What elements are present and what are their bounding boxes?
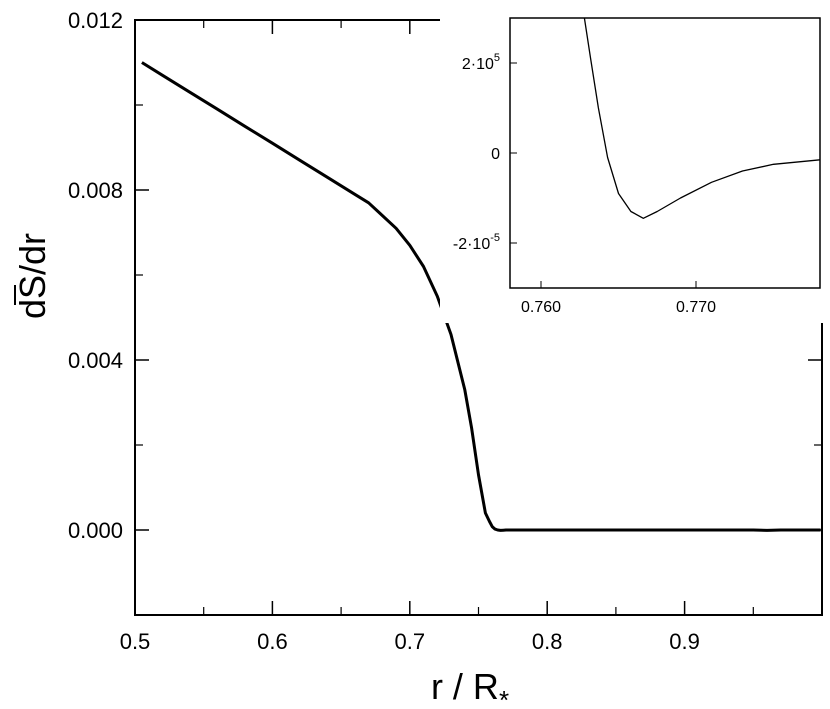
inset-y-tick-label: 0 bbox=[491, 146, 500, 163]
y-axis-title-text: dS/dr bbox=[12, 233, 53, 319]
x-tick-label: 0.7 bbox=[395, 629, 426, 654]
y-tick-label: 0.004 bbox=[68, 348, 123, 373]
x-axis-title: r / R* bbox=[431, 666, 509, 709]
inset-x-tick-label: 0.770 bbox=[676, 299, 716, 316]
inset-y-tick-exponent: 5 bbox=[494, 52, 500, 64]
main-series bbox=[141, 61, 821, 532]
x-tick-label: 0.9 bbox=[669, 629, 700, 654]
inset-y-tick-base: 2·10 bbox=[462, 56, 494, 73]
inset-y-tick-label: -2·10-5 bbox=[453, 232, 500, 253]
inset-tick-labels: 0.760 0.770 2·105 0 -2·10-5 bbox=[453, 52, 716, 316]
inset-y-tick-label: 2·105 bbox=[462, 52, 500, 73]
inset-x-tick-label: 0.760 bbox=[521, 299, 561, 316]
inset-y-tick-base: -2·10 bbox=[453, 236, 490, 253]
y-axis-title: dS/dr bbox=[12, 233, 53, 319]
inset-plot: 0.760 0.770 2·105 0 -2·10-5 bbox=[440, 8, 830, 323]
y-tick-label: 0.000 bbox=[68, 518, 123, 543]
inset-y-tick-base: 0 bbox=[491, 146, 500, 163]
main-plot: 0.5 0.6 0.7 0.8 0.9 0.000 0.004 0.008 0.012 bbox=[68, 8, 823, 654]
x-tick-label: 0.8 bbox=[532, 629, 563, 654]
x-axis-title-text: r / R bbox=[431, 666, 499, 707]
inset-y-tick-exponent: -5 bbox=[490, 232, 500, 244]
main-tick-labels: 0.5 0.6 0.7 0.8 0.9 0.000 0.004 0.008 0.012 bbox=[68, 8, 700, 654]
inset-series-line bbox=[583, 17, 821, 219]
y-tick-label: 0.012 bbox=[68, 8, 123, 33]
inset-ticks bbox=[510, 62, 697, 288]
x-axis-title-subscript: * bbox=[499, 685, 509, 709]
main-series-line bbox=[141, 61, 821, 532]
x-tick-label: 0.6 bbox=[257, 629, 288, 654]
y-tick-label: 0.008 bbox=[68, 178, 123, 203]
x-tick-label: 0.5 bbox=[120, 629, 151, 654]
inset-series bbox=[583, 17, 821, 219]
